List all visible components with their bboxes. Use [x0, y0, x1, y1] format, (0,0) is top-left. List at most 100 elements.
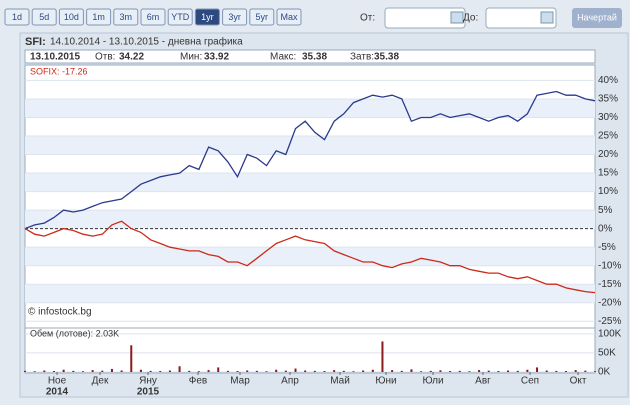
x-tick-label: Мар	[230, 376, 250, 387]
volume-bar	[362, 370, 365, 372]
volume-bar	[333, 370, 336, 372]
volume-bar	[574, 370, 577, 372]
volume-bar	[101, 370, 104, 372]
volume-bar	[526, 369, 529, 372]
info-value: 34.22	[119, 52, 144, 63]
x-tick-label: Сеп	[521, 376, 539, 387]
range-button[interactable]	[31, 8, 57, 26]
y-tick-label: 30%	[598, 112, 618, 123]
info-label: Отв:	[95, 52, 115, 63]
volume-bar	[236, 371, 239, 372]
volume-bar	[536, 367, 539, 372]
volume-bar	[81, 371, 84, 372]
x-tick-label: Юли	[422, 376, 443, 387]
y-tick-label: 0K	[598, 367, 611, 378]
volume-bar	[497, 371, 500, 372]
volume-label: Обем (лотове): 2.03K	[30, 328, 119, 338]
volume-bar	[342, 370, 345, 372]
volume-bar	[555, 370, 558, 372]
volume-bar	[565, 371, 568, 372]
volume-bar	[178, 366, 181, 372]
x-tick-label: Апр	[281, 376, 299, 387]
x-tick-label: Ное	[48, 376, 67, 387]
volume-bar	[478, 370, 481, 372]
y-tick-label: 35%	[598, 94, 618, 105]
volume-bar	[72, 370, 75, 372]
range-button[interactable]	[222, 8, 248, 26]
year-label: 2014	[46, 387, 69, 398]
y-tick-label: 0%	[598, 223, 613, 234]
y-tick-label: 25%	[598, 131, 618, 142]
volume-bar	[323, 371, 326, 372]
volume-bar	[265, 371, 268, 372]
range-button-label: 6m	[147, 12, 160, 22]
x-tick-label: Юни	[375, 376, 396, 387]
volume-bar	[139, 369, 142, 372]
info-label: Затв:	[350, 52, 374, 63]
volume-bar	[217, 367, 220, 372]
volume-bar	[304, 370, 307, 372]
info-value: 35.38	[374, 52, 399, 63]
volume-bar	[516, 370, 519, 372]
x-tick-label: Фев	[189, 376, 207, 387]
range-button-label: 3yr	[228, 12, 241, 22]
range-button[interactable]	[194, 8, 220, 26]
from-input[interactable]	[384, 7, 466, 29]
range-button[interactable]	[86, 8, 112, 26]
chart-title: 14.10.2014 - 13.10.2015 - дневна графика	[50, 36, 243, 48]
grid-band	[25, 284, 595, 303]
volume-bar	[352, 371, 355, 372]
calendar-icon[interactable]	[450, 11, 464, 24]
draw-button[interactable]	[572, 8, 622, 28]
range-button-label: Max	[280, 12, 298, 22]
calendar-icon[interactable]	[540, 11, 554, 24]
y-tick-label: 10%	[598, 186, 618, 197]
y-tick-label: -15%	[598, 279, 621, 290]
volume-bar	[168, 370, 171, 372]
grid-band	[25, 210, 595, 229]
grid-band	[25, 136, 595, 155]
range-button[interactable]	[4, 8, 30, 26]
volume-bar	[62, 369, 65, 372]
y-tick-label: -20%	[598, 297, 621, 308]
volume-bar	[391, 370, 394, 372]
volume-bar	[468, 371, 471, 372]
draw-button-label: Начертай	[577, 12, 617, 22]
grid-band	[25, 247, 595, 266]
range-button[interactable]	[113, 8, 139, 26]
volume-bar	[207, 370, 210, 372]
volume-bar	[91, 370, 94, 372]
volume-bar	[275, 369, 278, 372]
year-label: 2015	[137, 387, 160, 398]
volume-bar	[400, 370, 403, 372]
volume-bar	[439, 370, 442, 372]
x-tick-label: Авг	[475, 376, 491, 387]
y-tick-label: -5%	[598, 242, 616, 253]
y-tick-label: -25%	[598, 316, 621, 327]
volume-bar	[43, 370, 46, 372]
volume-bar	[594, 371, 596, 372]
x-tick-label: Дек	[92, 376, 109, 387]
volume-bar	[246, 370, 249, 372]
volume-bar	[226, 370, 229, 372]
range-button[interactable]	[276, 8, 302, 26]
volume-bar	[458, 370, 461, 372]
volume-bar	[197, 371, 200, 372]
y-tick-label: 15%	[598, 168, 618, 179]
range-button[interactable]	[167, 8, 193, 26]
volume-bar	[284, 370, 287, 372]
range-button[interactable]	[140, 8, 166, 26]
x-tick-label: Окт	[570, 376, 587, 387]
volume-bar	[313, 370, 316, 372]
volume-bar	[255, 370, 258, 372]
info-value: 35.38	[302, 52, 327, 63]
volume-bar	[449, 371, 452, 372]
range-button[interactable]	[58, 8, 84, 26]
to-input[interactable]	[485, 7, 557, 29]
info-label: Макс:	[270, 52, 296, 63]
to-label: До:	[463, 13, 478, 24]
range-button[interactable]	[249, 8, 275, 26]
x-tick-label: Яну	[139, 376, 157, 387]
symbol: SFI:	[25, 36, 46, 48]
